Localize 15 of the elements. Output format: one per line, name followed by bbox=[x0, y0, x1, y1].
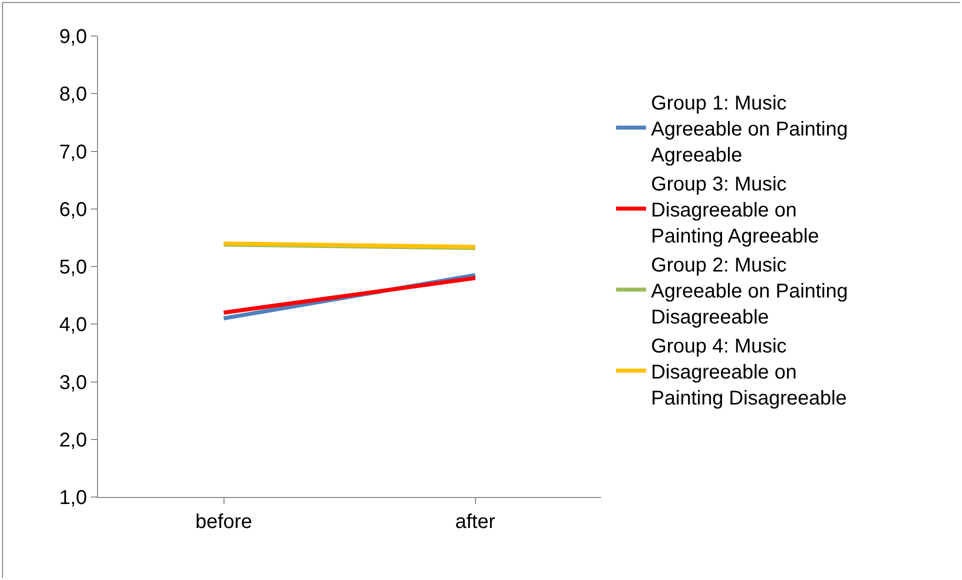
y-tick-label: 9,0 bbox=[59, 26, 87, 48]
x-tick-label: before bbox=[195, 511, 252, 533]
legend-label: Group 2: Music Agreeable on Painting Disagreeable bbox=[651, 254, 848, 328]
y-tick-label: 8,0 bbox=[59, 84, 87, 106]
y-tick-label: 6,0 bbox=[59, 198, 87, 221]
y-tick-label: 2,0 bbox=[59, 429, 87, 452]
legend-label: Group 4: Music Disagreeable on Painting Disagreeable bbox=[651, 335, 847, 410]
y-tick-label: 5,0 bbox=[59, 256, 87, 278]
y-tick-label: 3,0 bbox=[59, 372, 87, 394]
legend-label: Group 3: Music Disagreeable on Painting Agreeable bbox=[651, 173, 819, 248]
y-tick-label: 1,0 bbox=[59, 487, 87, 509]
y-tick-label: 7,0 bbox=[59, 141, 87, 164]
y-tick-label: 4,0 bbox=[59, 314, 87, 336]
legend-label: Group 1: Music Agreeable on Painting Agreeable bbox=[651, 92, 848, 166]
x-tick-label: after bbox=[455, 511, 496, 533]
